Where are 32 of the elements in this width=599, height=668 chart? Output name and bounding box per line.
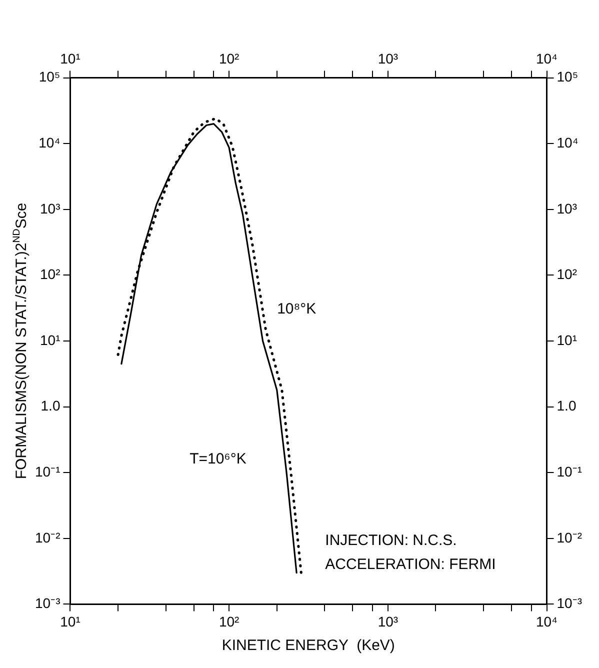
text: 10² [218, 50, 240, 66]
text: 10¹ [60, 50, 80, 66]
y-tick-label: 1.0 [40, 398, 60, 414]
y-axis-title: FORMALISMS(NON STAT./STAT.)2NDSce [11, 202, 30, 480]
x-tick-label: 10² [218, 613, 240, 630]
y-tick-label: 10³ [40, 200, 61, 216]
y-tick-label: 10⁻³ [35, 595, 61, 612]
y-tick-label: 10⁴ [38, 134, 60, 150]
x-tick-label: 10¹ [60, 613, 81, 630]
text: 10² [556, 266, 577, 282]
text: 10⁴ [536, 50, 558, 66]
x-tick-label: 10³ [378, 613, 398, 630]
text: 10⁵ [556, 68, 578, 85]
y-tick-label: 10¹ [40, 332, 61, 348]
text: 10⁻³ [556, 595, 582, 612]
y-tick-label: 10⁵ [38, 68, 60, 85]
y-tick-label: 10⁻² [35, 529, 61, 546]
annotation: INJECTION: N.C.S. [325, 532, 457, 550]
x-axis-title: KINETIC ENERGY (KeV) [222, 637, 395, 654]
annotation: T=10⁶°K [190, 450, 246, 468]
text: 10³ [378, 50, 398, 66]
y-tick-label: 10² [40, 266, 61, 282]
annotation: ACCELERATION: FERMI [325, 556, 496, 573]
text: 10⁻² [556, 529, 582, 546]
text: 10¹ [556, 332, 577, 348]
text: 10⁴ [556, 134, 578, 150]
x-tick-label: 10⁴ [536, 613, 558, 630]
y-tick-label: 10⁻¹ [35, 463, 61, 480]
annotation: 10⁸°K [277, 300, 316, 318]
text: 1.0 [556, 398, 576, 414]
text: 10⁻¹ [556, 463, 582, 480]
text: 10³ [556, 200, 577, 216]
